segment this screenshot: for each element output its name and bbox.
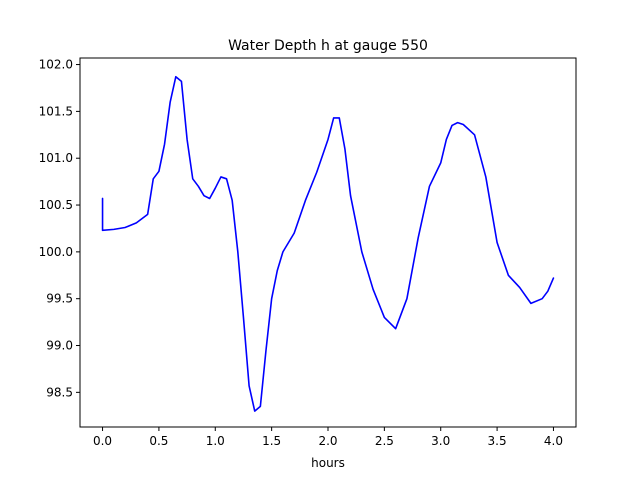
x-tick-label: 2.0	[318, 434, 337, 448]
x-tick-label: 3.5	[488, 434, 507, 448]
x-tick-label: 2.5	[375, 434, 394, 448]
x-axis-label: hours	[311, 456, 345, 470]
x-axis-ticks: 0.0 0.5 1.0 1.5 2.0 2.5 3.0 3.5 4.0	[93, 427, 563, 448]
y-tick-label: 98.5	[46, 385, 73, 399]
x-tick-label: 1.5	[262, 434, 281, 448]
x-tick-label: 3.0	[431, 434, 450, 448]
x-tick-label: 1.0	[206, 434, 225, 448]
x-tick-label: 0.5	[149, 434, 168, 448]
x-tick-label: 0.0	[93, 434, 112, 448]
x-tick-label: 4.0	[544, 434, 563, 448]
chart-title: Water Depth h at gauge 550	[228, 38, 428, 54]
y-axis-ticks: 98.5 99.0 99.5 100.0 100.5 101.0 101.5 102.0	[39, 58, 80, 399]
y-tick-label: 100.0	[39, 245, 73, 259]
y-tick-label: 99.0	[46, 339, 73, 353]
y-tick-label: 100.5	[39, 198, 73, 212]
series-line-0	[101, 75, 555, 412]
y-tick-label: 101.0	[39, 151, 73, 165]
y-tick-label: 101.5	[39, 104, 73, 118]
y-tick-label: 102.0	[39, 58, 73, 72]
y-tick-label: 99.5	[46, 292, 73, 306]
